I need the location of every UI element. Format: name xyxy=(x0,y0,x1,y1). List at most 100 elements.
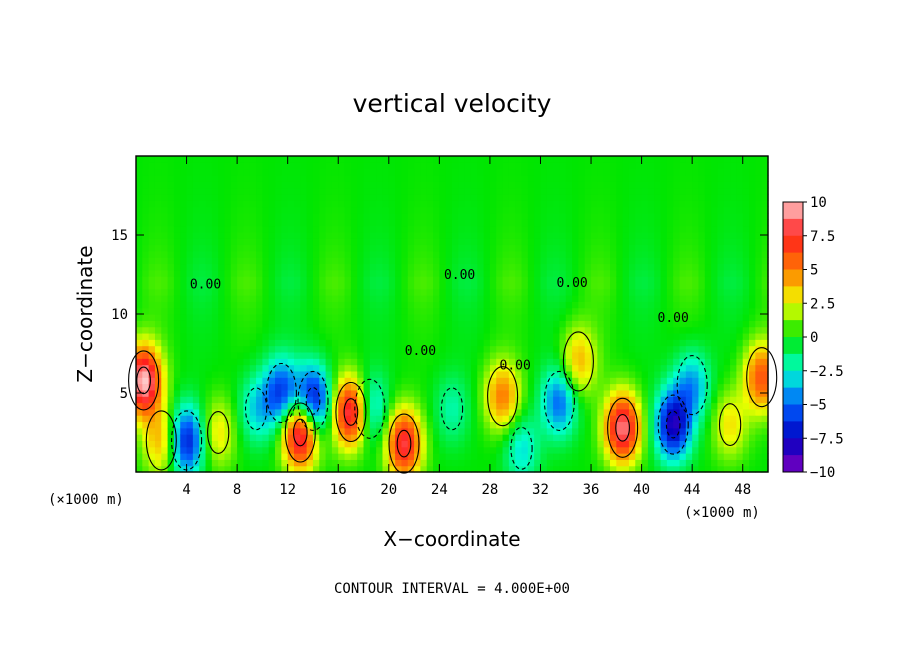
heatmap-cell xyxy=(464,168,472,176)
heatmap-cell xyxy=(508,459,516,467)
heatmap-cell xyxy=(521,263,529,271)
heatmap-cell xyxy=(433,212,440,220)
heatmap-cell xyxy=(300,320,308,328)
heatmap-cell xyxy=(673,181,681,189)
heatmap-cell xyxy=(477,421,485,429)
heatmap-cell xyxy=(635,377,643,385)
heatmap-cell xyxy=(692,244,700,252)
heatmap-cell xyxy=(597,314,605,321)
heatmap-cell xyxy=(723,206,731,214)
heatmap-cell xyxy=(546,408,554,416)
heatmap-cell xyxy=(527,314,535,321)
heatmap-cell xyxy=(578,421,586,429)
heatmap-cell xyxy=(685,358,693,366)
heatmap-cell xyxy=(388,162,396,170)
heatmap-cell xyxy=(679,219,687,227)
heatmap-cell xyxy=(357,206,365,214)
heatmap-cell xyxy=(534,396,542,404)
heatmap-cell xyxy=(363,181,371,189)
heatmap-cell xyxy=(281,326,289,334)
heatmap-cell xyxy=(628,427,636,435)
heatmap-cell xyxy=(192,377,200,385)
heatmap-cell xyxy=(376,465,384,473)
heatmap-cell xyxy=(300,396,308,404)
heatmap-cell xyxy=(527,276,535,283)
heatmap-cell xyxy=(502,332,510,340)
heatmap-cell xyxy=(388,345,396,353)
heatmap-cell xyxy=(452,396,459,404)
heatmap-cell xyxy=(698,212,706,220)
heatmap-cell xyxy=(211,377,219,385)
heatmap-cell xyxy=(376,295,384,302)
heatmap-cell xyxy=(376,187,384,195)
heatmap-cell xyxy=(464,415,472,423)
heatmap-cell xyxy=(300,212,308,220)
heatmap-cell xyxy=(142,370,150,378)
heatmap-cell xyxy=(230,231,238,239)
heatmap-cell xyxy=(338,212,346,220)
heatmap-cell xyxy=(540,351,548,359)
heatmap-cell xyxy=(464,326,472,334)
heatmap-cell xyxy=(338,225,346,233)
heatmap-cell xyxy=(148,427,156,435)
heatmap-cell xyxy=(679,212,687,220)
heatmap-cell xyxy=(325,339,333,347)
heatmap-cell xyxy=(420,332,428,340)
heatmap-cell xyxy=(395,370,403,378)
heatmap-cell xyxy=(723,187,731,195)
heatmap-cell xyxy=(401,225,409,233)
heatmap-cell xyxy=(496,402,504,410)
heatmap-cell xyxy=(452,459,459,467)
heatmap-cell xyxy=(148,238,156,246)
heatmap-cell xyxy=(211,288,219,296)
heatmap-cell xyxy=(508,244,516,252)
heatmap-cell xyxy=(654,440,662,448)
heatmap-cell xyxy=(452,402,459,410)
heatmap-cell xyxy=(281,257,289,265)
heatmap-cell xyxy=(306,225,314,233)
heatmap-cell xyxy=(420,225,428,233)
heatmap-cell xyxy=(685,320,693,328)
heatmap-cell xyxy=(470,326,478,334)
heatmap-cell xyxy=(521,231,529,239)
heatmap-cell xyxy=(515,206,523,214)
heatmap-cell xyxy=(407,263,415,271)
heatmap-cell xyxy=(572,187,579,195)
heatmap-cell xyxy=(464,250,472,258)
heatmap-cell xyxy=(742,174,750,182)
heatmap-cell xyxy=(470,282,478,290)
heatmap-cell xyxy=(382,408,390,416)
heatmap-cell xyxy=(218,225,226,233)
heatmap-cell xyxy=(521,459,529,467)
heatmap-cell xyxy=(281,370,289,378)
heatmap-cell xyxy=(477,156,485,163)
heatmap-cell xyxy=(711,345,719,353)
heatmap-cell xyxy=(679,295,687,302)
heatmap-cell xyxy=(199,320,207,328)
heatmap-cell xyxy=(388,181,396,189)
heatmap-cell xyxy=(249,465,257,473)
heatmap-cell xyxy=(527,364,535,372)
heatmap-cell xyxy=(698,427,706,435)
heatmap-cell xyxy=(312,332,320,340)
heatmap-cell xyxy=(180,377,188,385)
heatmap-cell xyxy=(249,427,257,435)
heatmap-cell xyxy=(540,364,548,372)
heatmap-cell xyxy=(173,307,181,315)
heatmap-cell xyxy=(369,288,377,296)
heatmap-cell xyxy=(186,244,194,252)
heatmap-cell xyxy=(142,351,150,359)
heatmap-cell xyxy=(692,282,700,290)
heatmap-cell xyxy=(508,238,516,246)
heatmap-cell xyxy=(572,225,579,233)
heatmap-cell xyxy=(161,408,169,416)
heatmap-cell xyxy=(565,389,573,397)
heatmap-cell xyxy=(218,465,226,473)
heatmap-cell xyxy=(154,187,162,195)
heatmap-cell xyxy=(230,238,238,246)
heatmap-cell xyxy=(641,206,649,214)
heatmap-cell xyxy=(357,295,365,302)
heatmap-cell xyxy=(527,200,535,208)
heatmap-cell xyxy=(205,396,213,404)
heatmap-cell xyxy=(616,187,624,195)
